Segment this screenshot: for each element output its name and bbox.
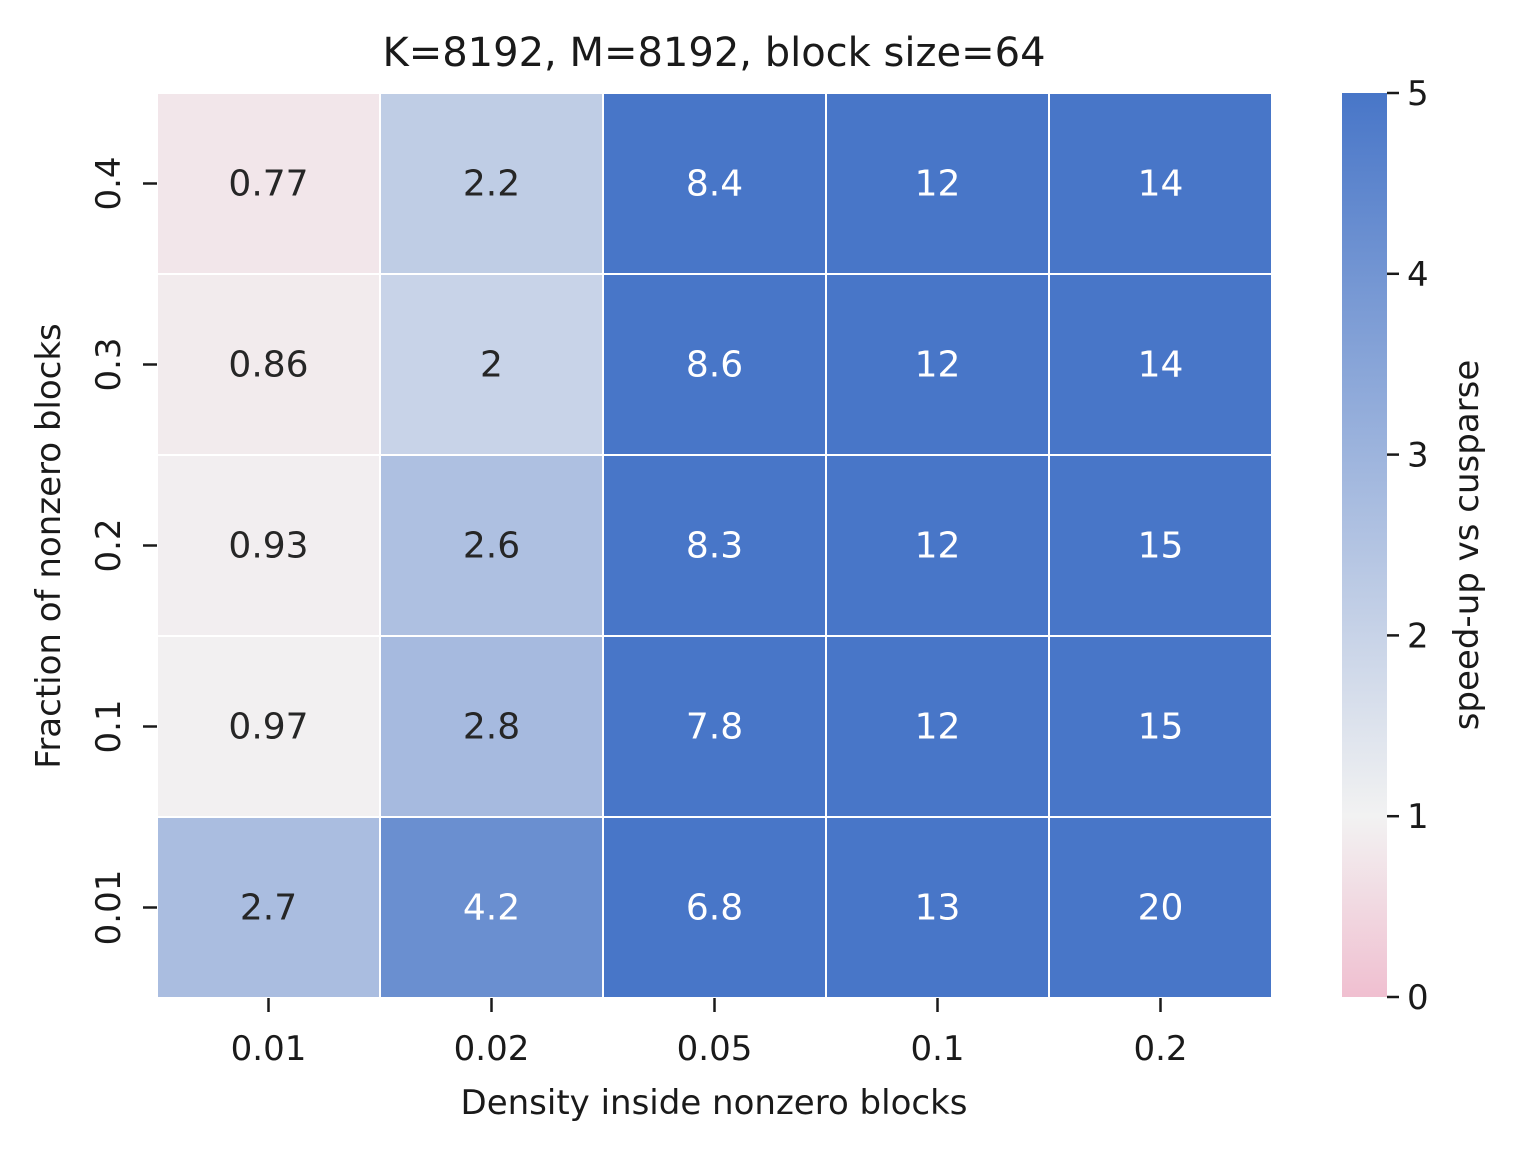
colorbar-tick-label: 3 [1407, 436, 1429, 476]
heatmap-cell [602, 816, 827, 999]
heatmap-cell [1048, 635, 1273, 818]
cell-value-label: 2.2 [463, 164, 520, 205]
heatmap-cell [602, 454, 827, 637]
x-tick-label: 0.2 [1133, 1029, 1187, 1069]
y-tick-label: 0.3 [89, 337, 129, 391]
colorbar-label: speed-up vs cusparse [1447, 360, 1487, 731]
heatmap-cell [379, 92, 604, 275]
cell-value-label: 12 [915, 707, 961, 748]
y-tick-label: 0.2 [89, 518, 129, 572]
colorbar: 0 1 2 3 4 5 speed-up vs cusparse [1342, 74, 1487, 1018]
cell-value-label: 0.97 [228, 707, 308, 748]
cell-value-label: 12 [915, 526, 961, 567]
cell-value-label: 7.8 [686, 707, 743, 748]
heatmap-cell [825, 635, 1050, 818]
cell-value-label: 12 [915, 345, 961, 386]
heatmap-cell [602, 635, 827, 818]
heatmap-cell [1048, 92, 1273, 275]
x-axis: 0.01 0.02 0.05 0.1 0.2 [231, 998, 1188, 1069]
colorbar-tick-label: 4 [1407, 255, 1429, 295]
heatmap-cell-labels: 0.77 2.2 8.4 12 14 0.86 2 8.6 12 14 0.93 2.6 8.3 12 15… [228, 164, 1183, 929]
y-axis: 0.4 0.3 0.2 0.1 0.01 [89, 156, 157, 945]
heatmap-cell [156, 816, 381, 999]
heatmap-cell [379, 454, 604, 637]
cell-value-label: 14 [1138, 345, 1184, 386]
colorbar-gradient [1342, 93, 1387, 997]
x-axis-label: Density inside nonzero blocks [461, 1083, 968, 1123]
heatmap-cell [1048, 454, 1273, 637]
colorbar-tick-label: 1 [1407, 797, 1429, 837]
heatmap-cell [1048, 273, 1273, 456]
heatmap-cell [602, 273, 827, 456]
colorbar-tick-label: 5 [1407, 74, 1429, 114]
heatmap-cell [379, 816, 604, 999]
cell-value-label: 14 [1138, 164, 1184, 205]
cell-value-label: 0.86 [228, 345, 308, 386]
cell-value-label: 13 [915, 888, 961, 929]
cell-value-label: 0.93 [228, 526, 308, 567]
x-tick-label: 0.1 [910, 1029, 964, 1069]
cell-value-label: 2 [480, 345, 503, 386]
cell-value-label: 6.8 [686, 888, 743, 929]
x-tick-label: 0.02 [454, 1029, 530, 1069]
y-axis-label: Fraction of nonzero blocks [29, 323, 69, 769]
y-tick-label: 0.01 [89, 870, 129, 946]
heatmap-cell [825, 454, 1050, 637]
cell-value-label: 2.6 [463, 526, 520, 567]
cell-value-label: 15 [1138, 707, 1184, 748]
x-tick-label: 0.05 [677, 1029, 753, 1069]
cell-value-label: 2.8 [463, 707, 520, 748]
colorbar-tick-label: 0 [1407, 978, 1429, 1018]
cell-value-label: 12 [915, 164, 961, 205]
cell-value-label: 2.7 [240, 888, 297, 929]
y-tick-label: 0.1 [89, 699, 129, 753]
cell-value-label: 8.6 [686, 345, 743, 386]
cell-value-label: 8.3 [686, 526, 743, 567]
x-tick-label: 0.01 [231, 1029, 307, 1069]
heatmap-cell [379, 635, 604, 818]
y-tick-label: 0.4 [89, 156, 129, 210]
heatmap-cell [156, 273, 381, 456]
heatmap-cell [1048, 816, 1273, 999]
cell-value-label: 8.4 [686, 164, 743, 205]
colorbar-tick-label: 2 [1407, 616, 1429, 656]
cell-value-label: 0.77 [228, 164, 308, 205]
heatmap-cells [156, 92, 1273, 999]
colorbar-ticks: 0 1 2 3 4 5 [1387, 74, 1429, 1018]
heatmap-cell [602, 92, 827, 275]
cell-value-label: 4.2 [463, 888, 520, 929]
cell-value-label: 20 [1138, 888, 1184, 929]
cell-value-label: 15 [1138, 526, 1184, 567]
heatmap-cell [825, 92, 1050, 275]
heatmap-cell [156, 92, 381, 275]
chart-title: K=8192, M=8192, block size=64 [382, 30, 1045, 76]
